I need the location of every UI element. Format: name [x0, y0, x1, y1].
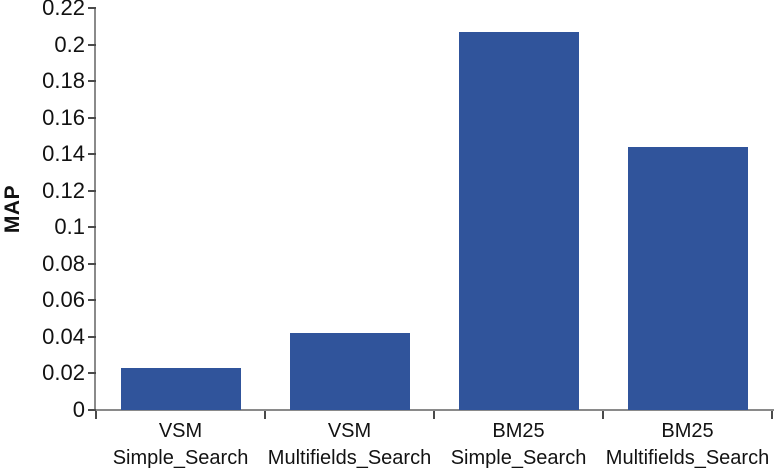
y-tick-label: 0.22 — [42, 0, 85, 20]
bar — [289, 333, 410, 410]
y-tick-label: 0.16 — [42, 104, 85, 130]
x-axis-line — [94, 409, 774, 411]
bar — [458, 31, 579, 410]
y-tick-mark — [88, 226, 96, 229]
y-tick-mark — [88, 153, 96, 156]
y-tick-label: 0.02 — [42, 360, 85, 386]
x-tick-mark — [264, 411, 266, 419]
y-tick-label: 0.14 — [42, 141, 85, 167]
x-tick-mark — [95, 411, 97, 419]
y-tick-label: 0.04 — [42, 323, 85, 349]
y-tick-label: 0.12 — [42, 177, 85, 203]
y-tick-label: 0 — [72, 397, 85, 422]
y-tick-mark — [88, 335, 96, 338]
y-tick-mark — [88, 7, 96, 9]
y-tick-mark — [88, 80, 96, 83]
y-tick-label: 0.2 — [54, 31, 85, 57]
x-axis-category-label: BM25 Simple_Search — [450, 420, 587, 469]
y-tick-label: 0.08 — [42, 250, 85, 276]
y-tick-mark — [88, 372, 96, 375]
x-axis-category-label: BM25 Multifields_Search — [605, 420, 770, 469]
x-axis-category-label: VSM Simple_Search — [112, 420, 249, 469]
y-tick-mark — [88, 409, 96, 411]
y-tick-label: 0.06 — [42, 287, 85, 313]
y-tick-mark — [88, 262, 96, 265]
x-axis-category-label: VSM Multifields_Search — [267, 420, 432, 469]
bar — [627, 146, 748, 410]
y-tick-mark — [88, 189, 96, 192]
y-tick-mark — [88, 299, 96, 302]
x-tick-mark — [771, 411, 773, 419]
y-tick-mark — [88, 116, 96, 119]
y-tick-label: 0.1 — [54, 214, 85, 240]
x-tick-mark — [602, 411, 604, 419]
bar — [120, 367, 241, 410]
y-tick-label: 0.18 — [42, 68, 85, 94]
y-axis-line — [94, 8, 96, 411]
y-tick-mark — [88, 43, 96, 46]
x-tick-mark — [433, 411, 435, 419]
